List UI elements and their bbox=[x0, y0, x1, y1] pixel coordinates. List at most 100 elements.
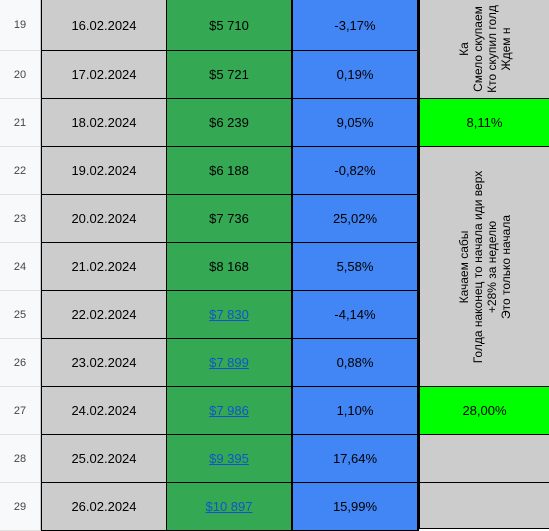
percent-change-cell-text: -4,14% bbox=[334, 307, 376, 322]
comment-line: Кто скупил голд bbox=[484, 5, 499, 93]
date-cell-text: 22.02.2024 bbox=[71, 307, 137, 322]
percent-change-cell[interactable]: 1,10% bbox=[293, 387, 419, 435]
date-cell[interactable]: 21.02.2024 bbox=[41, 243, 167, 291]
date-cell-text: 26.02.2024 bbox=[71, 499, 137, 514]
price-cell[interactable]: $5 710 bbox=[167, 0, 293, 51]
price-cell-text: $5 710 bbox=[209, 17, 249, 33]
row-number-text: 22 bbox=[13, 164, 27, 177]
date-cell[interactable]: 22.02.2024 bbox=[41, 291, 167, 339]
price-cell[interactable]: $7 899 bbox=[167, 339, 293, 387]
comment-line: Голда наконец то начала иди верх bbox=[470, 170, 485, 363]
price-cell-text: $7 986 bbox=[209, 403, 249, 418]
row-number[interactable]: 28 bbox=[0, 435, 41, 483]
comment-cell-middle[interactable]: Качаем сабы Голда наконец то начала иди … bbox=[419, 147, 549, 387]
date-cell[interactable]: 23.02.2024 bbox=[41, 339, 167, 387]
percent-change-cell-text: 5,58% bbox=[336, 259, 374, 274]
percent-change-cell-text: 9,05% bbox=[336, 115, 374, 130]
price-cell-text: $8 168 bbox=[209, 259, 249, 274]
row-number[interactable]: 27 bbox=[0, 387, 41, 435]
row-number[interactable]: 26 bbox=[0, 339, 41, 387]
percent-change-cell[interactable]: 25,02% bbox=[293, 195, 419, 243]
price-cell-text: $7 736 bbox=[209, 211, 249, 226]
price-cell[interactable]: $7 736 bbox=[167, 195, 293, 243]
price-cell[interactable]: $9 395 bbox=[167, 435, 293, 483]
price-cell[interactable]: $5 721 bbox=[167, 51, 293, 99]
comment-line: Ка bbox=[456, 42, 471, 56]
date-cell-text: 24.02.2024 bbox=[71, 403, 137, 418]
percent-change-cell[interactable]: -3,17% bbox=[293, 0, 419, 51]
price-cell-text: $9 395 bbox=[209, 451, 249, 466]
percent-change-cell[interactable]: -0,82% bbox=[293, 147, 419, 195]
price-cell-text: $6 188 bbox=[209, 163, 249, 178]
row-number-text: 24 bbox=[13, 260, 27, 273]
percent-change-cell[interactable]: -4,14% bbox=[293, 291, 419, 339]
percent-change-cell-text: 17,64% bbox=[332, 451, 378, 466]
date-cell-text: 23.02.2024 bbox=[71, 355, 137, 370]
row-number-text: 19 bbox=[13, 19, 27, 31]
percent-change-cell[interactable]: 17,64% bbox=[293, 435, 419, 483]
date-cell[interactable]: 24.02.2024 bbox=[41, 387, 167, 435]
row-number-text: 28 bbox=[13, 452, 27, 465]
date-cell-text: 20.02.2024 bbox=[71, 211, 137, 226]
date-cell[interactable]: 25.02.2024 bbox=[41, 435, 167, 483]
price-cell[interactable]: $7 986 bbox=[167, 387, 293, 435]
percent-change-cell-text: -3,17% bbox=[334, 17, 376, 33]
price-cell[interactable]: $10 897 bbox=[167, 483, 293, 531]
percent-change-cell-text: 25,02% bbox=[332, 211, 378, 226]
percent-change-cell-text: -0,82% bbox=[334, 163, 376, 178]
price-cell-text: $7 899 bbox=[209, 355, 249, 370]
date-cell[interactable]: 16.02.2024 bbox=[41, 0, 167, 51]
percent-change-cell-text: 0,88% bbox=[336, 355, 374, 370]
date-cell[interactable]: 26.02.2024 bbox=[41, 483, 167, 531]
empty-cell[interactable] bbox=[419, 435, 549, 483]
date-cell[interactable]: 20.02.2024 bbox=[41, 195, 167, 243]
empty-cell[interactable] bbox=[419, 483, 549, 529]
comment-line: Качаем сабы bbox=[456, 230, 471, 303]
row-number[interactable]: 22 bbox=[0, 147, 41, 195]
row-number[interactable]: 24 bbox=[0, 243, 41, 291]
percent-change-cell-text: 1,10% bbox=[336, 403, 374, 418]
price-cell[interactable]: $6 239 bbox=[167, 99, 293, 147]
date-cell-text: 19.02.2024 bbox=[71, 163, 137, 178]
price-cell[interactable]: $6 188 bbox=[167, 147, 293, 195]
row-number[interactable]: 21 bbox=[0, 99, 41, 147]
row-number[interactable]: 20 bbox=[0, 51, 41, 99]
comment-cell-top[interactable]: Ка Смело скупаем Кто скупил голд Ждем н bbox=[419, 0, 549, 99]
percent-change-cell[interactable]: 0,88% bbox=[293, 339, 419, 387]
price-cell-text: $6 239 bbox=[209, 115, 249, 130]
row-number[interactable]: 29 bbox=[0, 483, 41, 531]
row-number-text: 23 bbox=[13, 212, 27, 225]
weekly-total-cell-2[interactable]: 28,00% bbox=[419, 387, 549, 435]
row-number[interactable]: 23 bbox=[0, 195, 41, 243]
row-number[interactable]: 25 bbox=[0, 291, 41, 339]
percent-change-cell[interactable]: 9,05% bbox=[293, 99, 419, 147]
percent-change-cell[interactable]: 15,99% bbox=[293, 483, 419, 531]
date-cell-text: 21.02.2024 bbox=[71, 259, 137, 274]
row-number-text: 29 bbox=[13, 500, 27, 513]
row-number-text: 20 bbox=[13, 68, 27, 81]
weekly-total-value: 28,00% bbox=[462, 403, 507, 418]
comment-line: Смело скупаем bbox=[470, 6, 485, 92]
percent-change-cell-text: 0,19% bbox=[336, 67, 374, 82]
date-cell-text: 16.02.2024 bbox=[71, 17, 137, 33]
date-cell-text: 18.02.2024 bbox=[71, 115, 137, 130]
percent-change-cell-text: 15,99% bbox=[332, 499, 378, 514]
row-number-text: 26 bbox=[13, 356, 27, 369]
percent-change-cell[interactable]: 5,58% bbox=[293, 243, 419, 291]
weekly-total-value: 8,11% bbox=[466, 115, 503, 130]
weekly-total-cell-1[interactable]: 8,11% bbox=[419, 99, 549, 147]
comment-text-top: Ка Смело скупаем Кто скупил голд Ждем н bbox=[457, 5, 513, 93]
row-number-text: 21 bbox=[13, 116, 27, 129]
percent-change-cell[interactable]: 0,19% bbox=[293, 51, 419, 99]
price-cell[interactable]: $8 168 bbox=[167, 243, 293, 291]
row-number[interactable]: 19 bbox=[0, 0, 41, 51]
row-number-text: 25 bbox=[13, 308, 27, 321]
row-number-text: 27 bbox=[13, 404, 27, 417]
price-cell[interactable]: $7 830 bbox=[167, 291, 293, 339]
price-cell-text: $5 721 bbox=[209, 67, 249, 82]
date-cell[interactable]: 19.02.2024 bbox=[41, 147, 167, 195]
date-cell-text: 17.02.2024 bbox=[71, 67, 137, 82]
date-cell[interactable]: 18.02.2024 bbox=[41, 99, 167, 147]
date-cell[interactable]: 17.02.2024 bbox=[41, 51, 167, 99]
